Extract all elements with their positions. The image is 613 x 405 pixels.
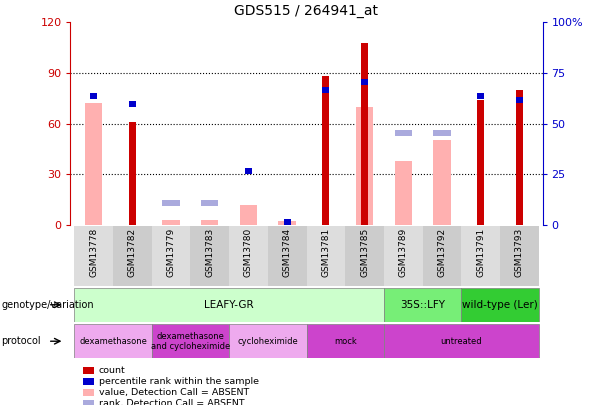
Bar: [516, 90, 523, 225]
Text: GSM13784: GSM13784: [283, 227, 292, 277]
Text: rank, Detection Call = ABSENT: rank, Detection Call = ABSENT: [99, 399, 245, 405]
Text: 35S::LFY: 35S::LFY: [400, 300, 445, 310]
Text: GSM13781: GSM13781: [321, 227, 330, 277]
Bar: [395, 161, 412, 225]
Bar: [129, 122, 136, 225]
Bar: [477, 100, 484, 225]
Bar: [345, 226, 384, 286]
Text: dexamethasone
and cycloheximide: dexamethasone and cycloheximide: [151, 332, 230, 351]
Bar: [74, 288, 384, 322]
Bar: [361, 43, 368, 225]
Title: GDS515 / 264941_at: GDS515 / 264941_at: [235, 4, 378, 19]
Bar: [268, 226, 306, 286]
Bar: [461, 288, 539, 322]
Bar: [74, 226, 113, 286]
Text: mock: mock: [334, 337, 357, 346]
Text: GSM13785: GSM13785: [360, 227, 369, 277]
Bar: [74, 324, 152, 358]
Bar: [191, 226, 229, 286]
Bar: [322, 87, 329, 93]
Bar: [500, 226, 539, 286]
Text: LEAFY-GR: LEAFY-GR: [204, 300, 254, 310]
Bar: [516, 97, 523, 103]
Bar: [85, 103, 102, 225]
Bar: [395, 130, 412, 136]
Bar: [152, 324, 229, 358]
Bar: [90, 93, 97, 99]
Text: value, Detection Call = ABSENT: value, Detection Call = ABSENT: [99, 388, 249, 397]
Bar: [433, 130, 451, 136]
Bar: [162, 220, 180, 225]
Text: count: count: [99, 366, 126, 375]
Bar: [240, 205, 257, 225]
Text: dexamethasone: dexamethasone: [79, 337, 147, 346]
Bar: [461, 226, 500, 286]
Text: GSM13782: GSM13782: [128, 227, 137, 277]
Bar: [433, 141, 451, 225]
Bar: [129, 101, 136, 107]
Bar: [113, 226, 152, 286]
Text: GSM13778: GSM13778: [89, 227, 98, 277]
Text: genotype/variation: genotype/variation: [1, 300, 94, 310]
Text: GSM13792: GSM13792: [438, 227, 446, 277]
Text: GSM13791: GSM13791: [476, 227, 485, 277]
Bar: [356, 107, 373, 225]
Bar: [162, 200, 180, 207]
Bar: [278, 222, 296, 225]
Bar: [322, 76, 329, 225]
Bar: [229, 324, 306, 358]
Bar: [384, 288, 461, 322]
Text: untreated: untreated: [441, 337, 482, 346]
Bar: [306, 226, 345, 286]
Text: wild-type (Ler): wild-type (Ler): [462, 300, 538, 310]
Text: GSM13789: GSM13789: [398, 227, 408, 277]
Bar: [384, 324, 539, 358]
Bar: [201, 200, 218, 207]
Bar: [201, 220, 218, 225]
Bar: [152, 226, 191, 286]
Text: GSM13779: GSM13779: [167, 227, 175, 277]
Bar: [361, 79, 368, 85]
Bar: [229, 226, 268, 286]
Text: GSM13780: GSM13780: [244, 227, 253, 277]
Bar: [384, 226, 422, 286]
Text: GSM13783: GSM13783: [205, 227, 215, 277]
Bar: [306, 324, 384, 358]
Text: percentile rank within the sample: percentile rank within the sample: [99, 377, 259, 386]
Text: GSM13793: GSM13793: [515, 227, 524, 277]
Bar: [284, 219, 291, 225]
Text: cycloheximide: cycloheximide: [237, 337, 298, 346]
Text: protocol: protocol: [1, 336, 41, 346]
Bar: [477, 93, 484, 99]
Bar: [422, 226, 461, 286]
Bar: [245, 168, 252, 174]
